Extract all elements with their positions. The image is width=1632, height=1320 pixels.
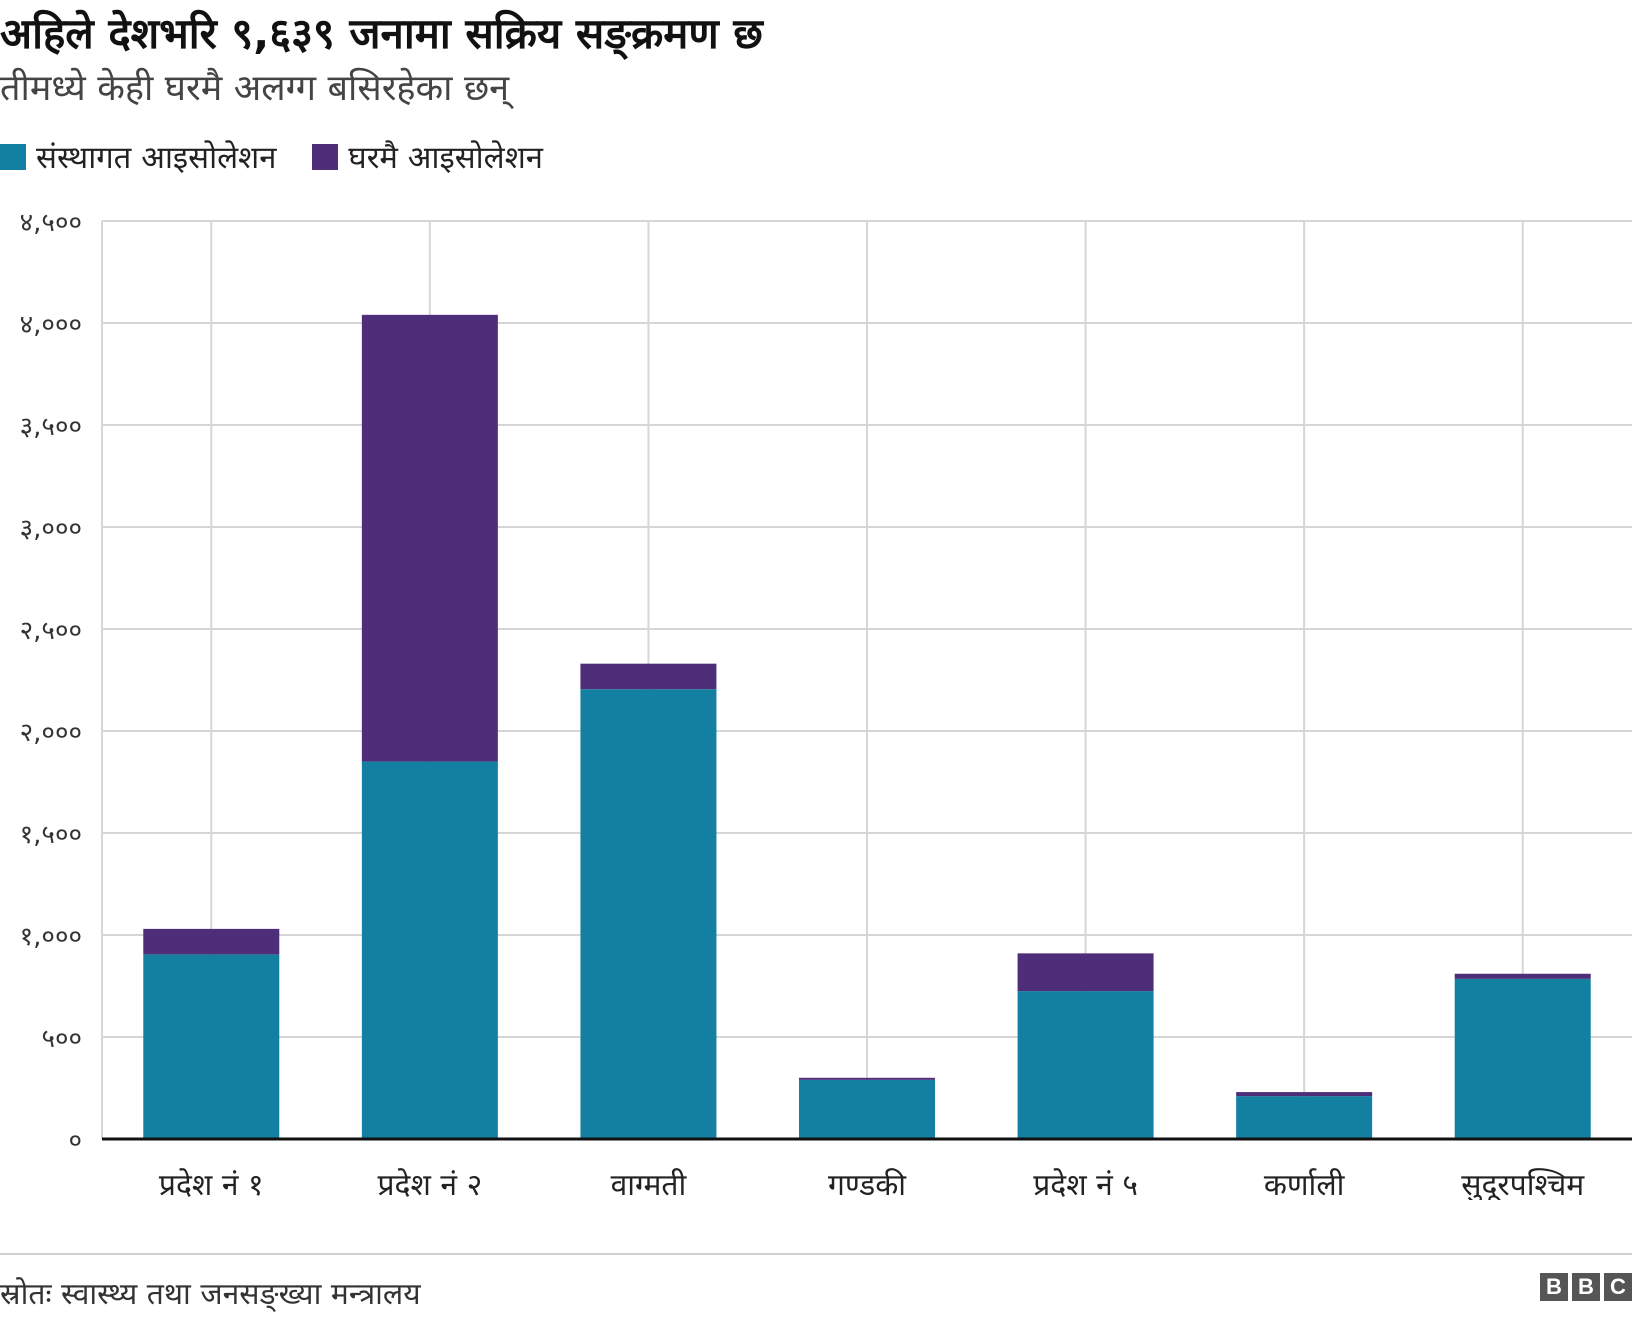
grid — [101, 220, 1632, 1139]
x-tick-label: सुदूरपश्चिम — [1461, 1168, 1585, 1200]
y-tick-label: ४,००० — [20, 310, 82, 340]
bar-segment-home — [1454, 973, 1591, 979]
bar-segment-institutional — [1017, 991, 1154, 1139]
y-tick-label: १,५०० — [20, 820, 82, 850]
y-tick-label: ५०० — [41, 1024, 82, 1054]
bars — [143, 314, 1591, 1139]
bar-segment-institutional — [1454, 978, 1591, 1139]
bar-segment-institutional — [580, 689, 717, 1139]
y-tick-label: ३,००० — [20, 514, 82, 544]
stacked-bar-chart: ० ५०० १,००० १,५०० २,००० २,५०० ३,००० ३,५०० ४,००० ४… — [20, 208, 1632, 1200]
bar-segment-home — [1236, 1092, 1373, 1097]
y-tick-label: ० — [68, 1126, 82, 1156]
x-tick-label: कर्णाली — [1264, 1168, 1346, 1200]
axes: ० ५०० १,००० १,५०० २,००० २,५०० ३,००० ३,५०० ४,००० ४… — [20, 208, 1632, 1200]
legend-item-institutional: संस्थागत आइसोलेशन — [0, 136, 276, 178]
bar-segment-home — [1017, 953, 1154, 992]
legend-item-home: घरमै आइसोलेशन — [312, 136, 543, 178]
bar-segment-home — [143, 928, 280, 955]
bar-segment-institutional — [799, 1079, 935, 1139]
bar-segment-institutional — [143, 954, 280, 1139]
y-tick-label: १,००० — [20, 922, 82, 952]
bar-segment-home — [361, 314, 498, 762]
x-tick-label: वाग्मती — [611, 1168, 688, 1200]
y-tick-label: ४,५०० — [20, 208, 82, 238]
y-tick-label: २,००० — [20, 718, 82, 748]
x-tick-label: प्रदेश नं ५ — [1033, 1168, 1138, 1200]
bar-segment-home — [799, 1077, 935, 1080]
bar-segment-institutional — [1236, 1096, 1373, 1139]
bbc-logo: B B C — [1536, 1273, 1632, 1301]
x-tick-label: प्रदेश नं २ — [377, 1168, 482, 1200]
y-tick-label: २,५०० — [20, 616, 82, 646]
legend-label-institutional: संस्थागत आइसोलेशन — [36, 140, 277, 176]
chart-title: अहिले देशभरि ९,६३९ जनामा सक्रिय सङ्क्रमण… — [0, 9, 763, 58]
footer-divider — [0, 1253, 1632, 1255]
bar-segment-home — [580, 663, 717, 690]
legend-label-home: घरमै आइसोलेशन — [348, 140, 543, 176]
legend-swatch-home — [312, 144, 339, 170]
x-tick-label: गण्डकी — [828, 1168, 907, 1200]
legend: संस्थागत आइसोलेशन घरमै आइसोलेशन — [0, 136, 579, 178]
bbc-logo-b2: B — [1572, 1273, 1600, 1301]
y-tick-label: ३,५०० — [20, 412, 82, 442]
source-note: स्रोतः स्वास्थ्य तथा जनसङ्ख्या मन्त्रालय — [0, 1277, 421, 1312]
bar-segment-institutional — [361, 761, 498, 1139]
chart-subtitle: तीमध्ये केही घरमै अलग्ग बसिरहेका छन् — [0, 68, 510, 109]
bbc-logo-c: C — [1604, 1273, 1632, 1301]
x-tick-label: प्रदेश नं १ — [159, 1168, 264, 1200]
legend-swatch-institutional — [0, 144, 26, 170]
bbc-logo-b1: B — [1540, 1273, 1568, 1301]
